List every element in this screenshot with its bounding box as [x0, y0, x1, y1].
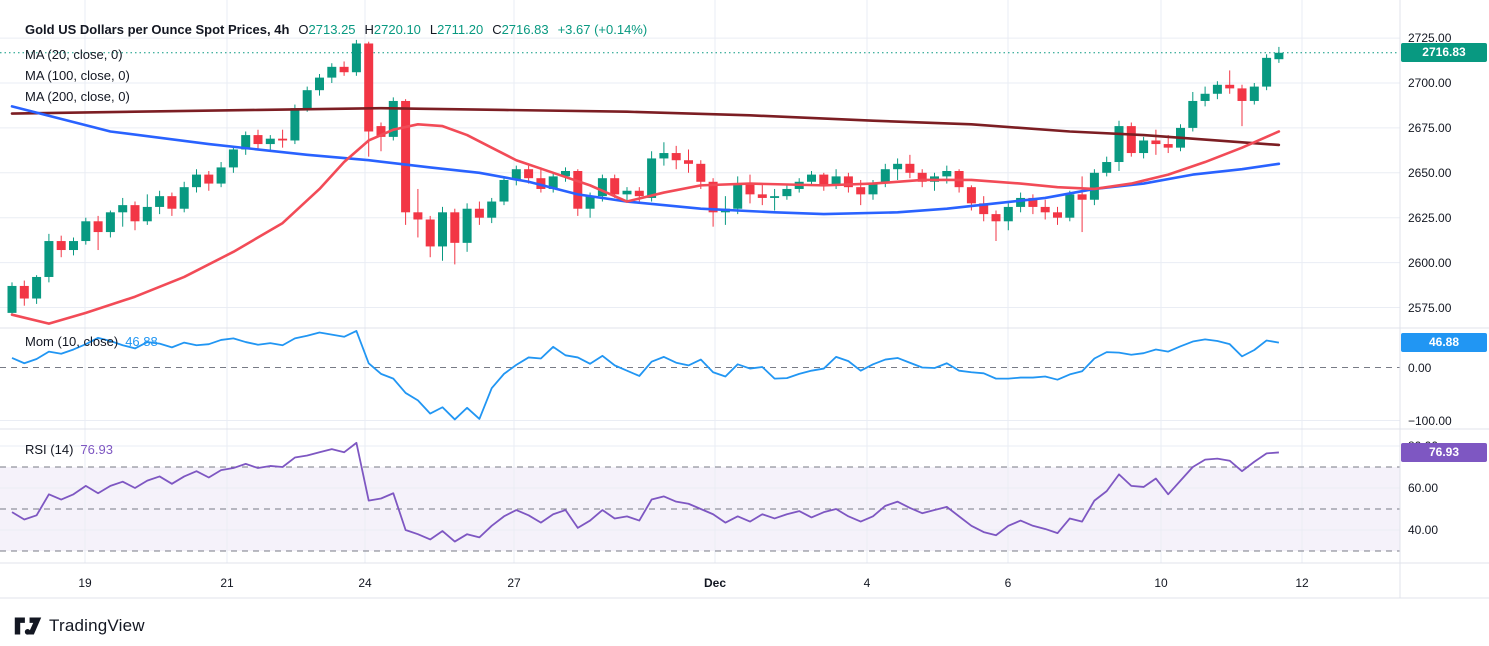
high-label: H: [364, 22, 374, 37]
open-label: O: [298, 22, 309, 37]
tradingview-logo[interactable]: TradingView: [14, 615, 145, 637]
price-tick-label: 2650.00: [1408, 165, 1452, 180]
time-tick-label-12: 12: [1295, 576, 1309, 590]
momentum-label: Mom (10, close): [25, 334, 119, 349]
momentum-value: 46.88: [125, 334, 158, 349]
momentum-tick-label: −100.00: [1408, 413, 1452, 428]
symbol-legend[interactable]: Gold US Dollars per Ounce Spot Prices, 4…: [25, 22, 647, 37]
momentum-tick-label: 0.00: [1408, 360, 1432, 375]
close-value: 2716.83: [501, 22, 549, 37]
time-tick-label-4: 4: [863, 576, 871, 590]
last-price-badge: 2716.83: [1401, 43, 1487, 63]
high-value: 2720.10: [373, 22, 421, 37]
price-tick-label: 2625.00: [1408, 210, 1452, 225]
legend-ma100[interactable]: MA (100, close, 0): [25, 68, 130, 83]
time-tick-label-19: 19: [78, 576, 92, 590]
time-tick-label-24: 24: [358, 576, 372, 590]
price-tick-label: 2675.00: [1408, 120, 1452, 135]
price-tick-label: 2600.00: [1408, 255, 1452, 270]
change-value: +3.67 (+0.14%): [557, 22, 648, 37]
price-tick-label: 2700.00: [1408, 76, 1452, 90]
rsi-label: RSI (14): [25, 442, 74, 457]
low-label: L: [429, 22, 438, 37]
time-tick-label-dec: Dec: [703, 576, 727, 590]
tradingview-logo-text: TradingView: [49, 616, 145, 635]
close-label: C: [492, 22, 502, 37]
rsi-badge: 76.93: [1401, 442, 1487, 462]
time-tick-label-6: 6: [1004, 576, 1012, 590]
legend-momentum[interactable]: Mom (10, close) 46.88: [25, 334, 158, 349]
open-value: 2713.25: [308, 22, 356, 37]
price-tick-label: 2725.00: [1408, 31, 1452, 46]
tradingview-logo-icon: [14, 617, 42, 635]
time-tick-label-27: 27: [507, 576, 521, 590]
time-tick-label-10: 10: [1154, 576, 1168, 590]
legend-rsi[interactable]: RSI (14) 76.93: [25, 442, 113, 457]
time-tick-label-21: 21: [220, 576, 234, 590]
low-value: 2711.20: [437, 22, 484, 37]
rsi-tick-label: 60.00: [1408, 481, 1439, 495]
price-tick-label: 2575.00: [1408, 300, 1452, 315]
legend-ma200[interactable]: MA (200, close, 0): [25, 89, 130, 104]
rsi-value: 76.93: [80, 442, 113, 457]
momentum-badge: 46.88: [1401, 333, 1487, 353]
rsi-tick-label: 40.00: [1408, 523, 1439, 537]
symbol-title[interactable]: Gold US Dollars per Ounce Spot Prices, 4…: [25, 22, 290, 37]
legend-ma20[interactable]: MA (20, close, 0): [25, 47, 123, 62]
